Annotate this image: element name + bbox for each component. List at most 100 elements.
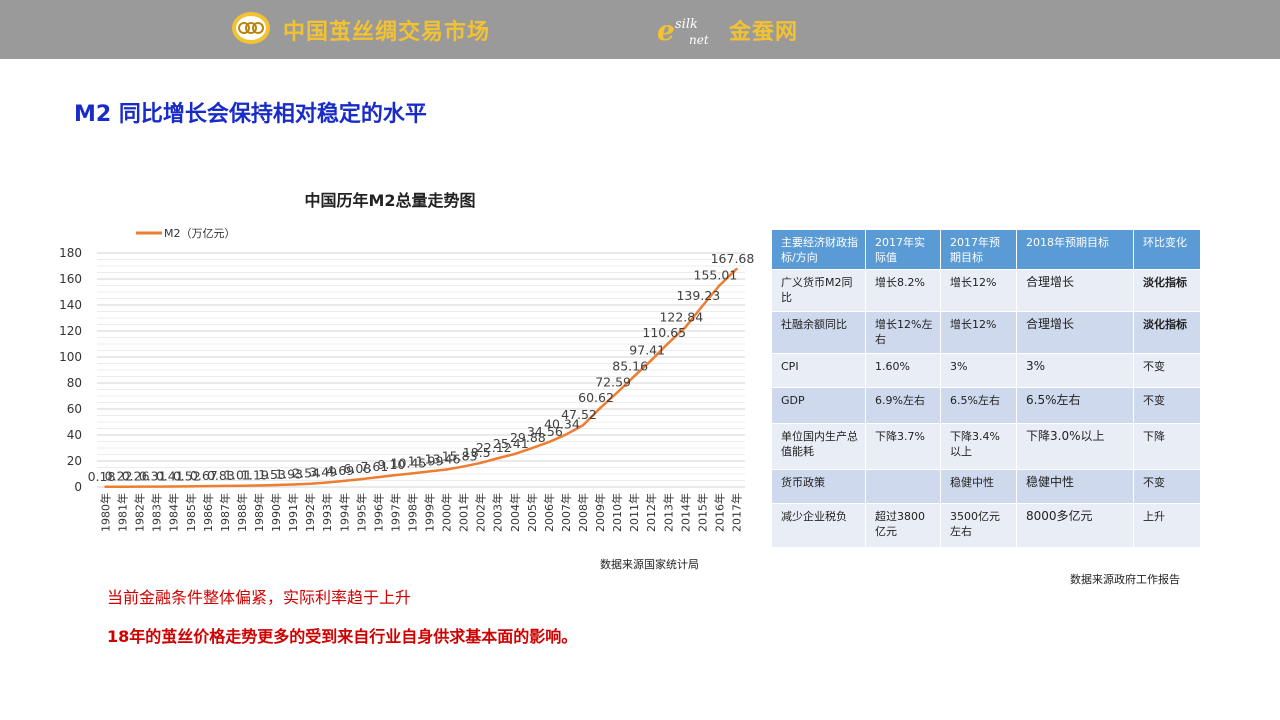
data-point [615,391,619,394]
table-cell: 8000多亿元 [1016,503,1134,548]
y-tick-label: 180 [59,246,82,260]
data-point [632,375,636,378]
data-label: 1.19 [241,467,269,482]
x-tick-label: 2006年 [542,493,556,532]
data-point [138,485,141,488]
data-label: 34.56 [527,424,563,439]
data-label: 0.41 [156,468,184,483]
y-tick-label: 80 [67,376,82,390]
data-point [530,446,534,450]
data-point [462,465,465,468]
data-point [598,406,602,410]
data-label: 60.62 [578,390,614,405]
table-cell: 不变 [1133,387,1201,424]
table-cell: 增长8.2% [865,269,941,312]
x-tick-label: 1980年 [99,493,113,532]
table-cell: 广义货币M2同比 [771,269,866,312]
x-tick-label: 2016年 [712,493,726,532]
data-point [581,424,585,427]
x-tick-label: 1990年 [269,493,283,532]
table-header-row: 主要经济财政指标/方向 2017年实际值 2017年预期目标 2018年预期目标… [771,229,1201,270]
data-label: 18.5 [463,445,491,460]
data-point [701,304,704,308]
x-tick-label: 2017年 [729,493,743,532]
x-tick-label: 1994年 [337,493,351,532]
table-row: 单位国内生产总值能耗 下降3.7% 下降3.4%以上 下降3.0%以上 下降 [771,423,1201,470]
table-cell: 合理增长 [1016,269,1134,312]
table-header-cell: 2017年预期目标 [940,229,1017,270]
table-cell: 1.60% [865,353,941,388]
data-point [735,267,738,271]
x-tick-label: 1985年 [184,493,198,532]
m2-line-chart: 0 20 40 60 80 100 120 140 160 180 1980年 1981年 1982年… [59,227,755,532]
y-tick-label: 120 [59,324,82,338]
x-tick-label: 2005年 [525,493,539,532]
x-tick-label: 2002年 [474,493,488,532]
y-tick-label: 0 [74,480,82,494]
market-logo-icon [232,12,270,44]
data-label: 0.83 [207,468,235,483]
data-label: 97.41 [629,342,665,357]
x-tick-label: 2010年 [610,493,624,532]
x-tick-label: 1999年 [423,493,437,532]
x-tick-label: 1989年 [252,493,266,532]
data-label: 0.26 [122,469,150,484]
table-cell: GDP [771,387,866,424]
data-label: 6.08 [343,461,371,476]
table-cell: 增长12% [940,269,1017,312]
x-tick-label: 1992年 [303,493,317,532]
data-label: 1.53 [258,467,286,482]
x-tick-label: 2003年 [491,493,505,532]
data-point [445,468,448,471]
data-point [155,485,158,488]
x-tick-label: 1983年 [150,493,164,532]
y-tick-label: 100 [59,350,82,364]
table-cell: 淡化指标 [1133,311,1201,354]
data-label: 1.01 [224,468,252,483]
brand-name-jincan: 金蚕网 [729,20,799,45]
data-point [291,483,295,486]
table-cell [865,469,941,504]
data-point [479,461,482,465]
x-tick-label: 1987年 [218,493,232,532]
table-cell: 6.5%左右 [940,387,1017,424]
table-cell: 下降3.7% [865,423,941,470]
x-tick-label: 2004年 [508,493,522,532]
table-row: 广义货币M2同比 增长8.2% 增长12% 合理增长 淡化指标 [771,269,1201,312]
data-label: 10.45 [391,455,427,470]
data-point [223,484,227,488]
data-label: 0.67 [190,468,218,483]
chart-source: 数据来源国家统计局 [600,558,699,571]
data-point [189,485,192,488]
table-cell: 不变 [1133,353,1201,388]
data-label: 4.69 [326,463,354,478]
table-cell: 超过3800亿元 [865,503,941,548]
table-cell: 增长12%左右 [865,311,941,354]
y-tick-label: 20 [67,454,82,468]
data-point [650,359,653,362]
table-row: GDP 6.9%左右 6.5%左右 6.5%左右 不变 [771,387,1201,424]
brand-name-market: 中国茧丝绸交易市场 [283,20,491,45]
m2-series-line [104,267,738,489]
data-label: 1.93 [275,466,303,481]
chart-title: 中国历年M2总量走势图 [304,191,476,210]
data-label: 22.12 [476,440,512,455]
note-financial-conditions: 当前金融条件整体偏紧，实际利率趋于上升 [107,588,412,607]
data-label: 167.68 [711,251,755,266]
data-label: 0.52 [173,468,201,483]
data-label: 122.84 [659,309,703,324]
logo-silk-text: silk [675,17,698,32]
x-tick-label: 2009年 [593,493,607,532]
x-tick-label: 1991年 [286,493,300,532]
table-header-cell: 主要经济财政指标/方向 [771,229,866,270]
note-silk-price-outlook: 18年的茧丝价格走势更多的受到来自行业自身供求基本面的影响。 [107,627,578,646]
x-tick-label: 1995年 [354,493,368,532]
y-tick-label: 60 [67,402,82,416]
data-point [513,452,516,456]
x-tick-label: 1984年 [167,493,181,532]
x-tick-label: 1997年 [388,493,402,532]
table-cell: 社融余额同比 [771,311,866,354]
data-point [667,341,670,345]
data-label: 110.65 [642,325,686,340]
x-tick-label: 1982年 [133,493,147,532]
